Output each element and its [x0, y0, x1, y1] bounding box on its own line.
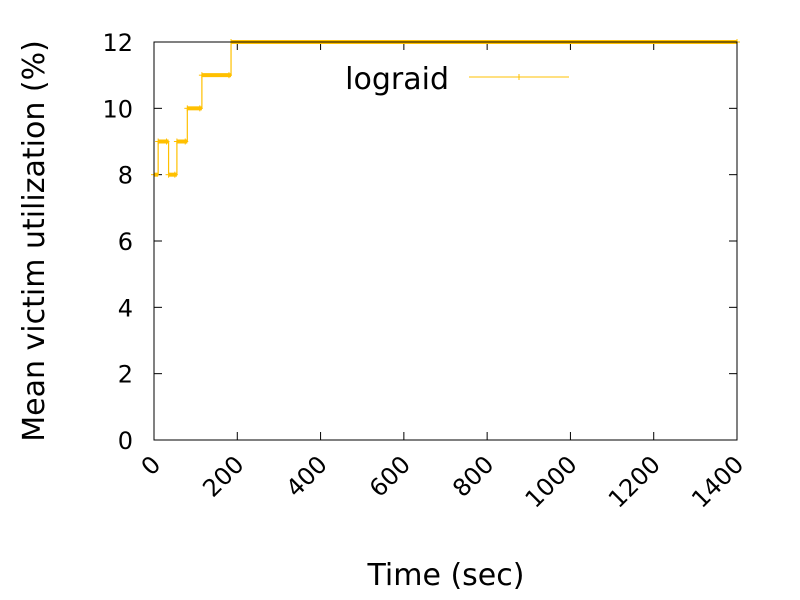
x-tick-label: 1000: [520, 450, 583, 513]
plot-frame: [153, 41, 738, 441]
y-tick-label: 4: [118, 294, 133, 322]
legend: lograid: [345, 62, 569, 97]
y-tick-label: 6: [118, 228, 133, 256]
series-layer: [151, 39, 740, 178]
legend-label-lograid: lograid: [345, 62, 449, 97]
y-tick-label: 12: [102, 29, 133, 57]
y-tick-label: 10: [102, 95, 133, 123]
x-tick-label: 400: [281, 450, 333, 502]
y-axis-title: Mean victim utilization (%): [17, 40, 52, 442]
y-tick-label: 8: [118, 162, 133, 190]
x-tick-label: 1400: [686, 450, 749, 513]
x-tick-label: 1200: [603, 450, 666, 513]
y-tick-label: 2: [118, 361, 133, 389]
y-tick-label: 0: [118, 427, 133, 455]
ticks-layer: [153, 41, 738, 441]
x-axis-title: Time (sec): [367, 558, 525, 593]
x-tick-label: 600: [364, 450, 416, 502]
x-tick-label: 200: [197, 450, 249, 502]
x-tick-label: 800: [447, 450, 499, 502]
labels-layer: 0 2 4 6 8 10 12 0 200 400 600 800 1000 1200 1400: [102, 29, 749, 513]
x-tick-label: 0: [136, 450, 167, 481]
